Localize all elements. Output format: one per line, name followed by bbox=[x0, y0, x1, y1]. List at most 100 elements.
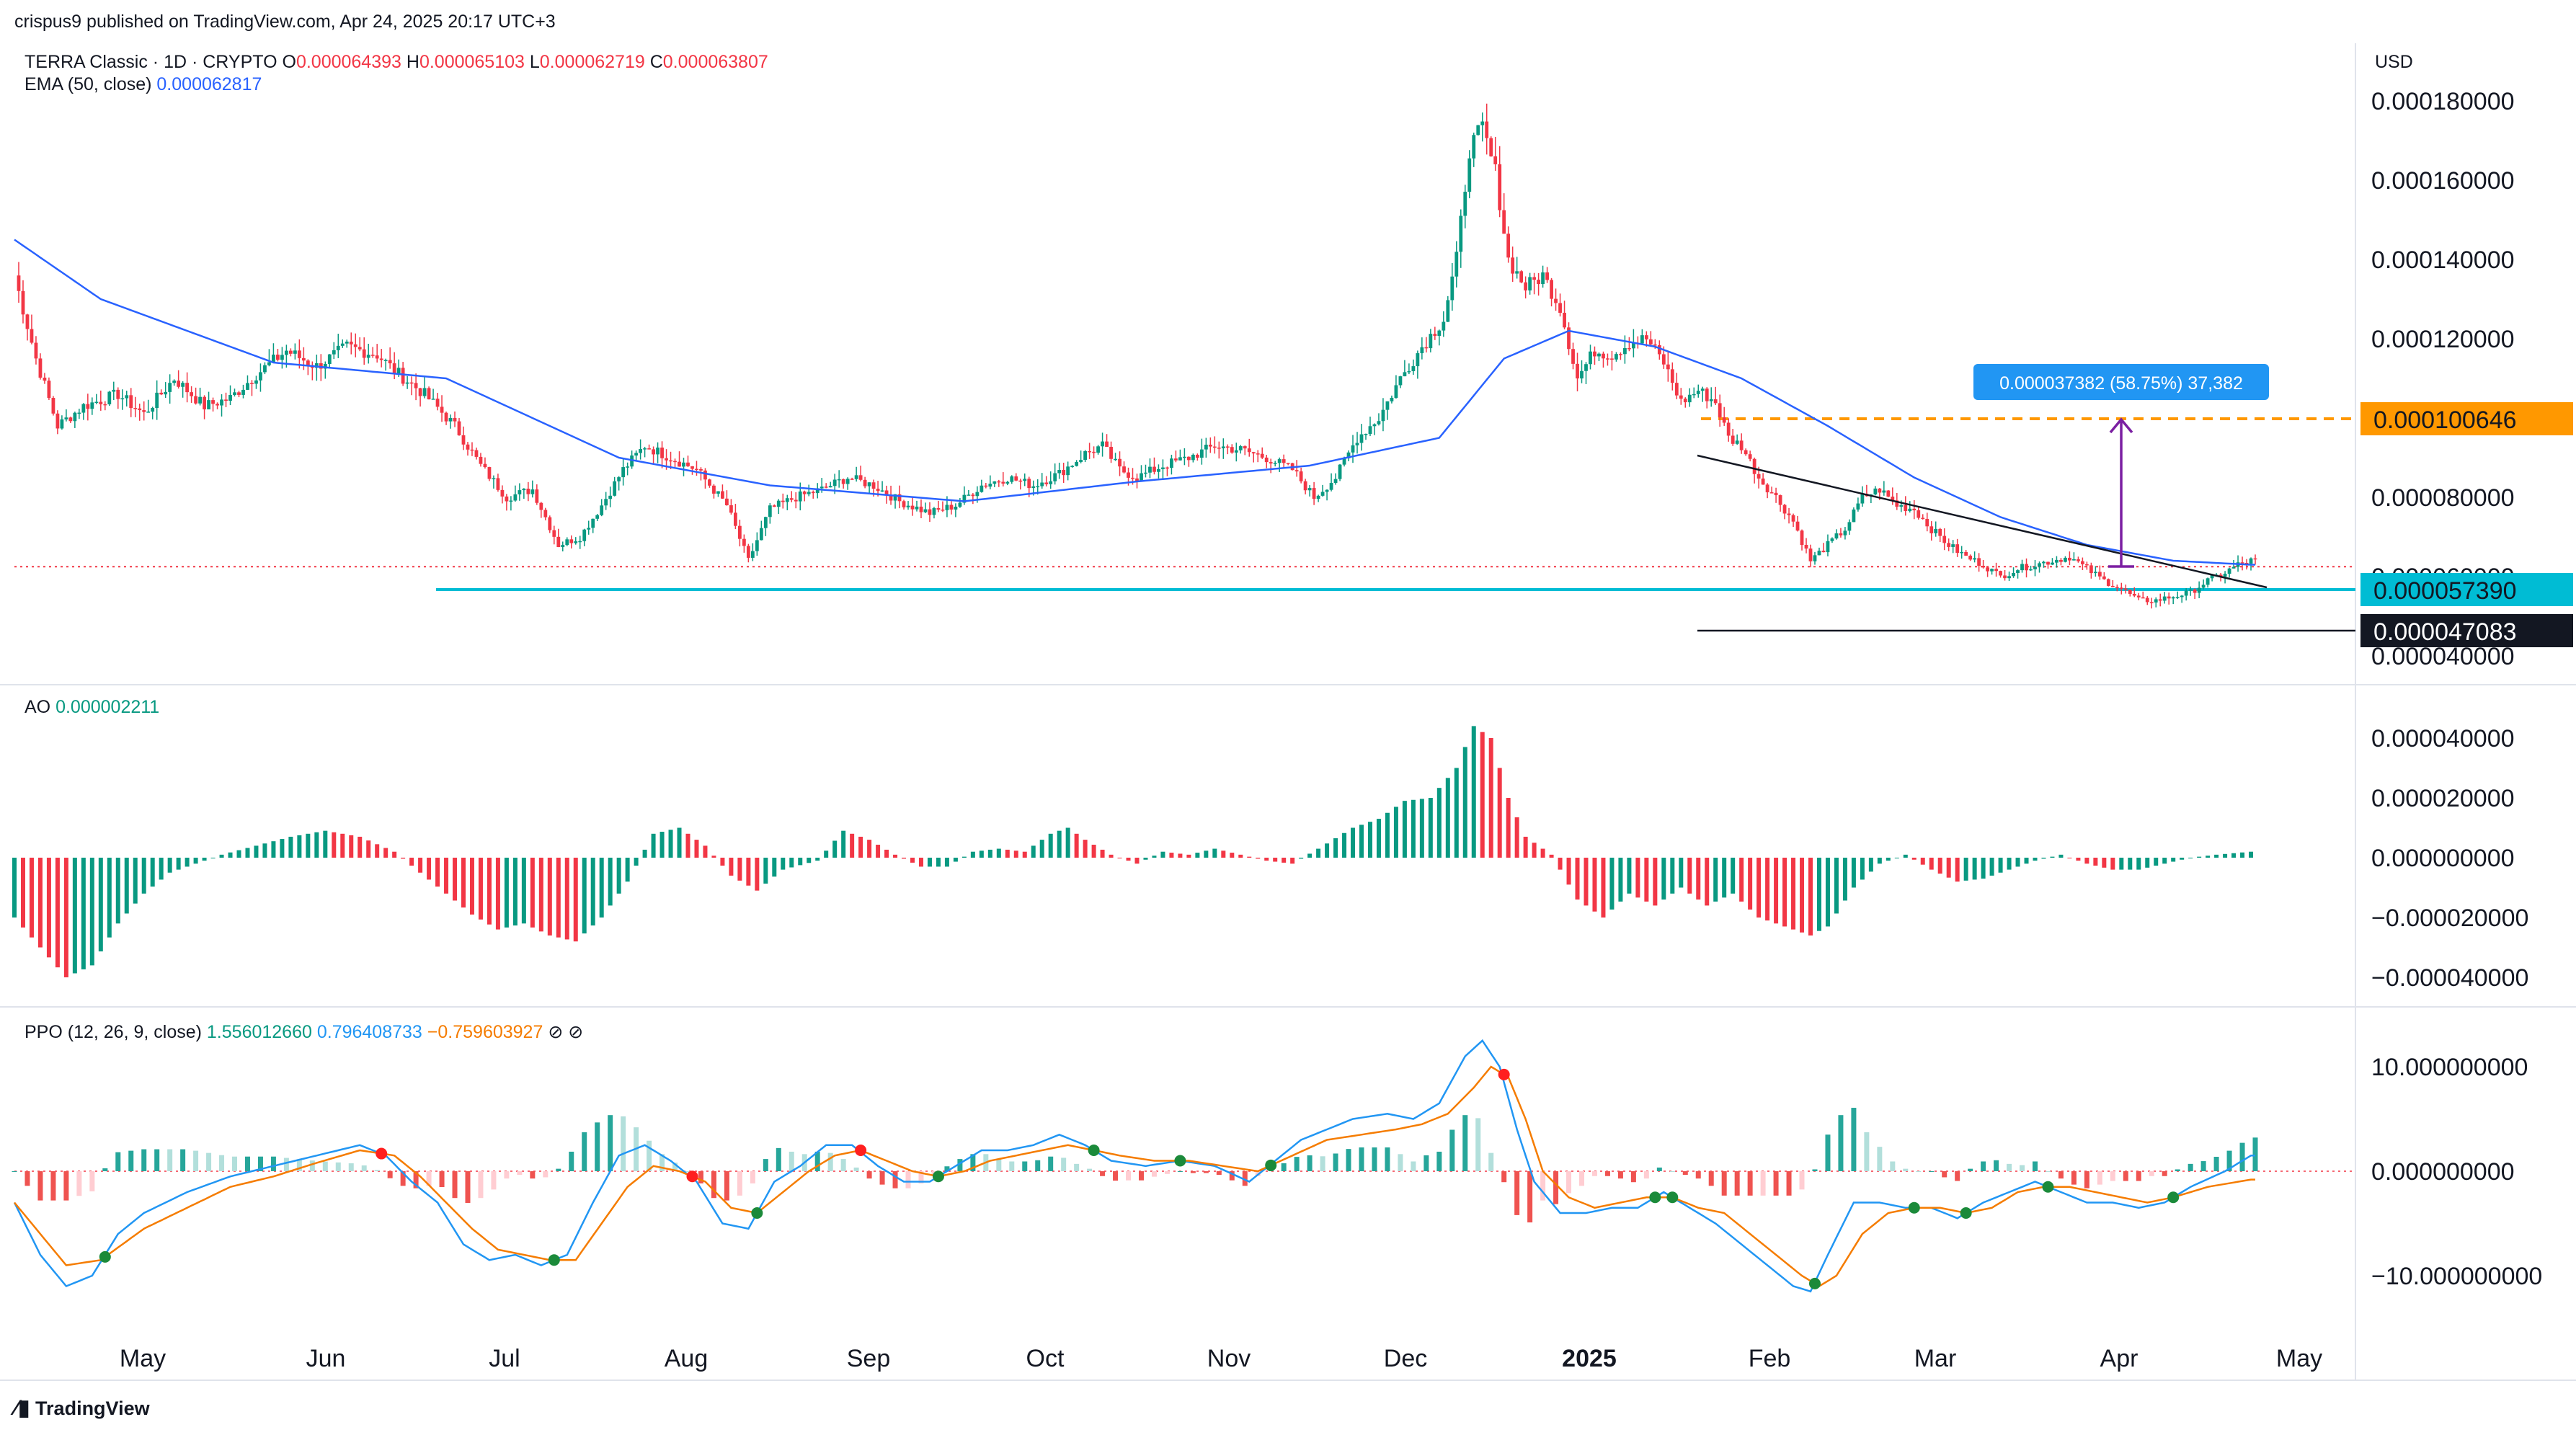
candle-body bbox=[1506, 234, 1511, 258]
price-tick-label: 0.000140000 bbox=[2371, 246, 2515, 274]
candle-body bbox=[1886, 490, 1891, 497]
ao-bar bbox=[711, 856, 716, 858]
ao-bar bbox=[1661, 858, 1666, 900]
candle-body bbox=[1761, 478, 1765, 485]
candle-body bbox=[2132, 593, 2136, 596]
ao-bar bbox=[1868, 858, 1873, 872]
candle-body bbox=[1687, 394, 1692, 403]
candle-body bbox=[1700, 388, 1705, 391]
ppo-hist-bar bbox=[1087, 1168, 1093, 1171]
ppo-hist-bar bbox=[361, 1165, 367, 1171]
ppo-hist-bar bbox=[737, 1171, 742, 1196]
ppo-hist-bar bbox=[582, 1132, 587, 1171]
ppo-hist-bar bbox=[128, 1150, 134, 1171]
ppo-hist-bar bbox=[1890, 1161, 1896, 1171]
ppo-hist-bar bbox=[556, 1168, 561, 1171]
candle-body bbox=[733, 512, 737, 526]
candle-body bbox=[25, 314, 30, 329]
candle-body bbox=[1615, 354, 1618, 360]
ao-bar bbox=[1696, 858, 1701, 900]
candle-body bbox=[2128, 590, 2132, 594]
ppo-visibility-icons[interactable]: ⊘ ⊘ bbox=[548, 1022, 584, 1042]
ppo-hist-bar bbox=[1346, 1149, 1351, 1171]
candle-body bbox=[1782, 505, 1787, 514]
ao-bar bbox=[1195, 853, 1200, 858]
ao-bar bbox=[29, 858, 34, 938]
candle-body bbox=[1917, 510, 1921, 518]
ppo-hist-bar bbox=[1424, 1155, 1429, 1171]
candle-body bbox=[1131, 477, 1134, 479]
candle-body bbox=[2175, 597, 2180, 598]
ao-bar bbox=[2102, 858, 2107, 868]
ppo-hist-bar bbox=[2162, 1171, 2167, 1176]
candle-body bbox=[807, 492, 811, 494]
candle-body bbox=[2025, 564, 2028, 571]
candle-body bbox=[1756, 474, 1761, 479]
candle-body bbox=[2210, 574, 2214, 579]
candle-body bbox=[1005, 481, 1010, 484]
crossover-dot bbox=[1088, 1145, 1100, 1156]
ao-bar bbox=[2084, 858, 2089, 864]
ao-bar bbox=[556, 858, 561, 938]
ao-bar bbox=[1126, 858, 1131, 861]
ppo-hist-bar bbox=[853, 1167, 859, 1171]
ppo-hist-bar bbox=[569, 1151, 574, 1171]
ao-bar bbox=[314, 832, 319, 858]
candle-body bbox=[1394, 385, 1398, 398]
ao-bar bbox=[1454, 768, 1459, 858]
ppo-hist-bar bbox=[283, 1158, 289, 1171]
ppo-hist-bar bbox=[1462, 1115, 1468, 1171]
ppo-hist-bar bbox=[1721, 1171, 1727, 1196]
candle-body bbox=[1018, 480, 1023, 482]
candle-body bbox=[198, 396, 202, 404]
candle-body bbox=[1088, 451, 1092, 453]
ohlc-close: C0.000063807 bbox=[649, 52, 768, 72]
ppo-hist-bar bbox=[478, 1171, 484, 1199]
candle-body bbox=[1049, 481, 1053, 484]
candle-body bbox=[1333, 479, 1338, 484]
ao-bar bbox=[1385, 812, 1390, 858]
ao-bar bbox=[1325, 843, 1330, 858]
candle-body bbox=[120, 398, 125, 400]
ppo-hist-bar bbox=[1760, 1171, 1766, 1196]
trendline[interactable] bbox=[1697, 454, 2268, 589]
candle-body bbox=[190, 392, 194, 396]
candle-body bbox=[871, 482, 876, 489]
candle-body bbox=[665, 458, 668, 461]
ao-bar bbox=[1575, 858, 1580, 900]
candle-body bbox=[1256, 453, 1260, 455]
ao-bar bbox=[1739, 858, 1744, 902]
candle-body bbox=[548, 517, 552, 530]
candle-body bbox=[168, 383, 172, 392]
candle-body bbox=[288, 350, 293, 354]
candle-body bbox=[2102, 576, 2106, 579]
currency-label[interactable]: USD bbox=[2375, 52, 2413, 72]
candle-body bbox=[379, 358, 383, 360]
candle-body bbox=[1221, 446, 1225, 448]
ao-bar bbox=[876, 845, 881, 858]
candle-body bbox=[1981, 566, 1986, 568]
ao-bar bbox=[1886, 858, 1891, 861]
candle-body bbox=[1212, 446, 1217, 448]
ao-bar bbox=[1480, 732, 1485, 858]
ppo-hist-bar bbox=[1773, 1171, 1779, 1196]
tradingview-wordmark: TradingView bbox=[35, 1398, 150, 1419]
ppo-hist-bar bbox=[2226, 1150, 2232, 1171]
candle-body bbox=[690, 466, 694, 469]
candle-body bbox=[172, 381, 177, 383]
signal-line bbox=[14, 1065, 2255, 1287]
ppo-hist-bar bbox=[1372, 1147, 1377, 1171]
candle-body bbox=[1619, 354, 1622, 355]
ao-bar bbox=[1532, 843, 1537, 858]
candle-body bbox=[1476, 125, 1480, 135]
ao-bar bbox=[1506, 798, 1511, 858]
tradingview-logo[interactable]: ⁄▮ TradingView bbox=[14, 1395, 150, 1421]
ppo-hist-bar bbox=[1100, 1171, 1106, 1176]
ao-bar bbox=[1169, 853, 1174, 858]
candle-body bbox=[2097, 572, 2102, 577]
candle-body bbox=[755, 540, 759, 551]
ppo-hist-bar bbox=[1009, 1161, 1015, 1171]
ao-bar bbox=[625, 858, 630, 882]
ao-bar bbox=[1800, 858, 1805, 933]
